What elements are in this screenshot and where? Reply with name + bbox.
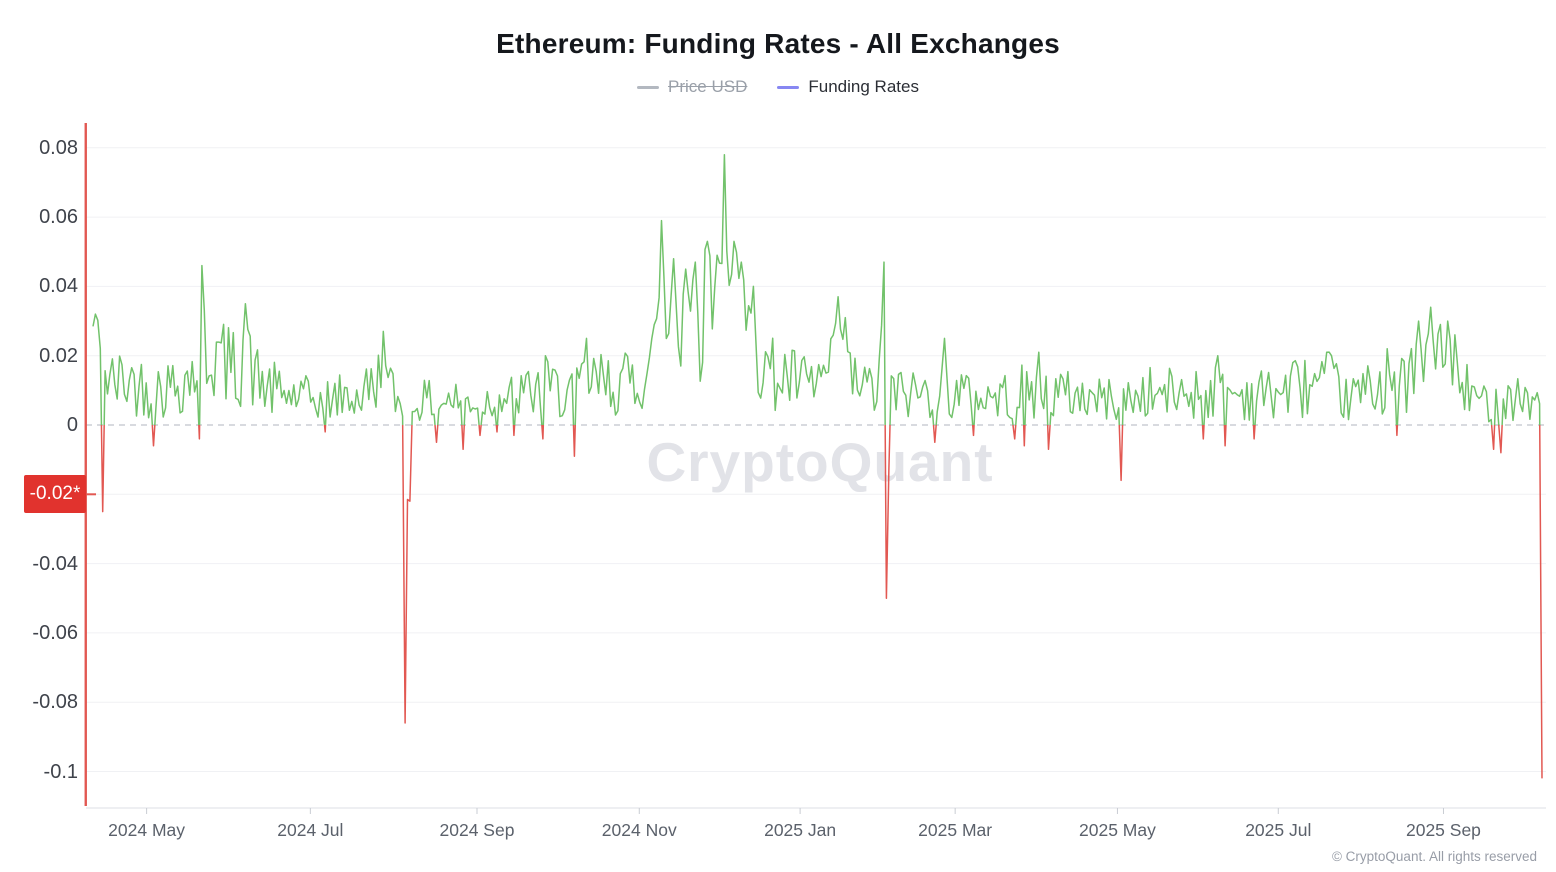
- x-axis-tick-label: 2024 Sep: [439, 820, 515, 840]
- legend-label-funding-rates: Funding Rates: [808, 77, 919, 96]
- x-axis-tick-label: 2025 Sep: [1405, 820, 1481, 840]
- legend-label-price-usd: Price USD: [668, 77, 748, 96]
- y-axis-tick-label: 0.02: [39, 344, 78, 367]
- current-value-badge: -0.02*: [24, 475, 86, 513]
- y-axis-tick-label: -0.08: [32, 691, 78, 714]
- legend-item-price-usd[interactable]: Price USD: [637, 77, 747, 97]
- copyright-footer: © CryptoQuant. All rights reserved: [1331, 849, 1537, 864]
- x-axis-tick-label: 2025 Jul: [1245, 820, 1312, 840]
- legend: Price USD Funding Rates: [0, 77, 1556, 97]
- y-axis-tick-label: -0.04: [32, 552, 78, 575]
- funding-rates-line-negative: [100, 425, 1543, 779]
- y-axis-tick-label: 0.08: [39, 136, 78, 159]
- y-axis-tick-label: -0.06: [32, 621, 78, 644]
- legend-marker-funding-rates: [777, 85, 800, 89]
- y-axis-tick-label: -0.1: [43, 760, 78, 783]
- x-axis-tick-label: 2024 May: [108, 820, 186, 840]
- chart-title: Ethereum: Funding Rates - All Exchanges: [496, 28, 1060, 59]
- funding-rates-line-positive: [92, 153, 1541, 425]
- y-axis-tick-label: 0: [66, 414, 78, 436]
- y-axis-tick-label: 0.06: [39, 206, 78, 229]
- x-axis-tick-label: 2025 May: [1079, 820, 1156, 840]
- x-axis-tick-label: 2025 Jan: [764, 820, 837, 840]
- x-axis-tick-label: 2025 Mar: [918, 820, 993, 840]
- legend-marker-price-usd: [637, 85, 660, 89]
- x-axis-tick-label: 2024 Nov: [601, 820, 677, 840]
- legend-item-funding-rates[interactable]: Funding Rates: [777, 77, 919, 97]
- y-axis-tick-label: 0.04: [39, 275, 78, 298]
- x-axis-tick-label: 2024 Jul: [277, 820, 344, 840]
